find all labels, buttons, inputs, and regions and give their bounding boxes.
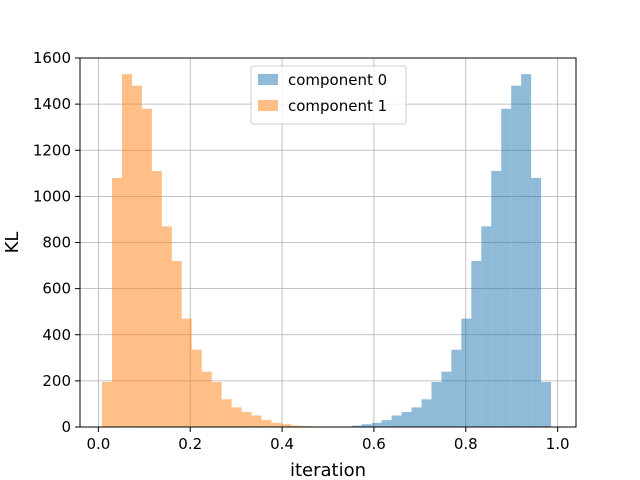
histogram-bar-component-1 <box>271 422 282 427</box>
histogram-bar-component-1 <box>251 415 262 427</box>
legend-box <box>250 65 407 125</box>
histogram-bar-component-1 <box>161 226 172 427</box>
histogram-bar-component-1 <box>281 424 292 427</box>
histogram-bar-component-0 <box>371 422 382 427</box>
histogram-bar-component-1 <box>141 108 152 428</box>
histogram-bar-component-1 <box>191 349 202 427</box>
legend-label-component-1: component 1 <box>288 97 387 115</box>
histogram-bar-component-0 <box>531 177 542 427</box>
legend-swatch-component-0 <box>258 74 278 85</box>
histogram-bar-component-1 <box>211 382 222 427</box>
histogram-bar-component-0 <box>441 371 452 427</box>
histogram-bar-component-0 <box>541 382 552 427</box>
histogram-bar-component-0 <box>381 420 392 427</box>
histogram-bar-component-1 <box>112 177 122 427</box>
histogram-bar-component-0 <box>481 226 492 427</box>
histogram-bar-component-0 <box>501 108 512 428</box>
x-tick-label: 1.0 <box>546 435 570 453</box>
histogram-bar-component-1 <box>241 412 252 427</box>
x-tick-label: 0.2 <box>178 435 202 453</box>
axis-ticks: 0.0 0.2 0.4 0.6 0.8 1.0 0 200 400 600 800 1000 1200 1… <box>33 49 570 453</box>
histogram-bar-component-0 <box>411 407 422 427</box>
histogram-bar-component-1 <box>121 74 132 428</box>
histogram-bar-component-0 <box>521 74 532 428</box>
y-tick-label: 1000 <box>33 187 71 205</box>
histogram-bar-component-0 <box>361 424 372 427</box>
y-tick-label: 1600 <box>33 49 71 67</box>
x-tick-label: 0.0 <box>86 435 110 453</box>
x-axis-label: iteration <box>290 460 366 480</box>
histogram-bar-component-1 <box>181 318 192 427</box>
histogram-bar-component-1 <box>231 407 242 427</box>
histogram-bar-component-0 <box>471 260 482 427</box>
legend-swatch-component-1 <box>258 100 278 111</box>
histogram-bar-component-0 <box>421 399 432 427</box>
histogram-bar-component-0 <box>401 412 412 427</box>
x-tick-label: 0.6 <box>362 435 386 453</box>
histogram-bar-component-1 <box>291 425 302 427</box>
histogram-bar-component-1 <box>221 399 232 427</box>
legend-label-component-0: component 0 <box>288 71 387 89</box>
x-tick-label: 0.8 <box>454 435 478 453</box>
histogram-bar-component-0 <box>351 425 362 427</box>
x-tick-label: 0.4 <box>270 435 294 453</box>
histogram-bar-component-1 <box>171 260 182 427</box>
histogram-bar-component-1 <box>102 382 113 427</box>
legend: component 0 component 1 <box>250 65 407 125</box>
y-tick-label: 800 <box>42 234 71 252</box>
y-tick-label: 200 <box>42 372 71 390</box>
histogram-bar-component-0 <box>451 349 462 427</box>
y-tick-label: 0 <box>61 418 71 436</box>
histogram-bar-component-0 <box>461 318 472 427</box>
histogram-bar-component-1 <box>131 85 142 428</box>
histogram-bar-component-0 <box>511 85 522 428</box>
y-tick-label: 1400 <box>33 95 71 113</box>
histogram-bar-component-0 <box>491 171 502 427</box>
histogram-bar-component-1 <box>201 371 212 427</box>
y-axis-label: KL <box>2 232 23 254</box>
histogram-bar-component-1 <box>151 171 162 427</box>
histogram-bar-component-1 <box>261 420 272 427</box>
y-tick-label: 600 <box>42 280 71 298</box>
y-tick-label: 1200 <box>33 141 71 159</box>
y-tick-label: 400 <box>42 326 71 344</box>
histogram-bar-component-0 <box>391 415 402 427</box>
histogram-bar-component-0 <box>431 382 442 427</box>
histogram-bars <box>102 74 552 428</box>
